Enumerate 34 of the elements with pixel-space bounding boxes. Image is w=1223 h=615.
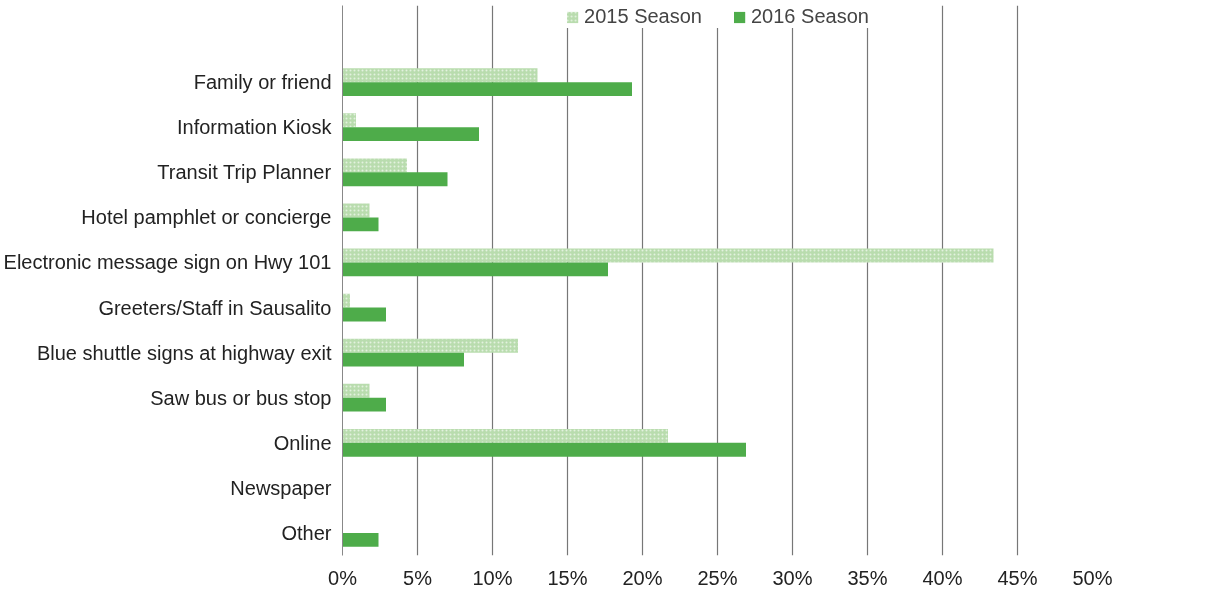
y-tick-label: Other xyxy=(281,521,332,544)
y-tick-label: Transit Trip Planner xyxy=(157,161,332,184)
y-tick-label: Information Kiosk xyxy=(176,116,333,139)
y-tick-label: Newspaper xyxy=(230,476,332,499)
bar xyxy=(342,82,632,97)
x-tick-label: 15% xyxy=(547,566,588,589)
x-tick-label: 30% xyxy=(772,566,813,589)
bar xyxy=(342,307,386,322)
y-tick-label: Family or friend xyxy=(193,71,332,94)
x-tick-label: 50% xyxy=(1072,566,1113,589)
y-tick-label: Greeters/Staff in Sausalito xyxy=(98,296,332,319)
y-tick-label: Blue shuttle signs at highway exit xyxy=(36,341,332,364)
y-tick-label: Saw bus or bus stop xyxy=(150,386,332,409)
bar xyxy=(342,442,746,457)
x-tick-label: 0% xyxy=(328,566,358,589)
bar xyxy=(342,352,464,367)
x-tick-label: 25% xyxy=(697,566,738,589)
bar xyxy=(342,217,379,232)
bar xyxy=(342,172,448,187)
legend-label: 2015 Season xyxy=(584,5,702,28)
y-tick-label: Hotel pamphlet or concierge xyxy=(81,206,332,229)
x-tick-label: 40% xyxy=(922,566,963,589)
y-tick-label: Electronic message sign on Hwy 101 xyxy=(3,251,332,274)
bar xyxy=(342,262,608,277)
x-tick-label: 20% xyxy=(622,566,663,589)
x-tick-label: 5% xyxy=(403,566,433,589)
bar xyxy=(342,532,379,547)
x-tick-label: 45% xyxy=(997,566,1038,589)
bar xyxy=(342,127,479,142)
bar xyxy=(342,397,386,412)
x-tick-label: 35% xyxy=(847,566,888,589)
legend-label: 2016 Season xyxy=(751,5,869,28)
x-tick-label: 10% xyxy=(472,566,513,589)
y-tick-label: Online xyxy=(273,431,332,454)
